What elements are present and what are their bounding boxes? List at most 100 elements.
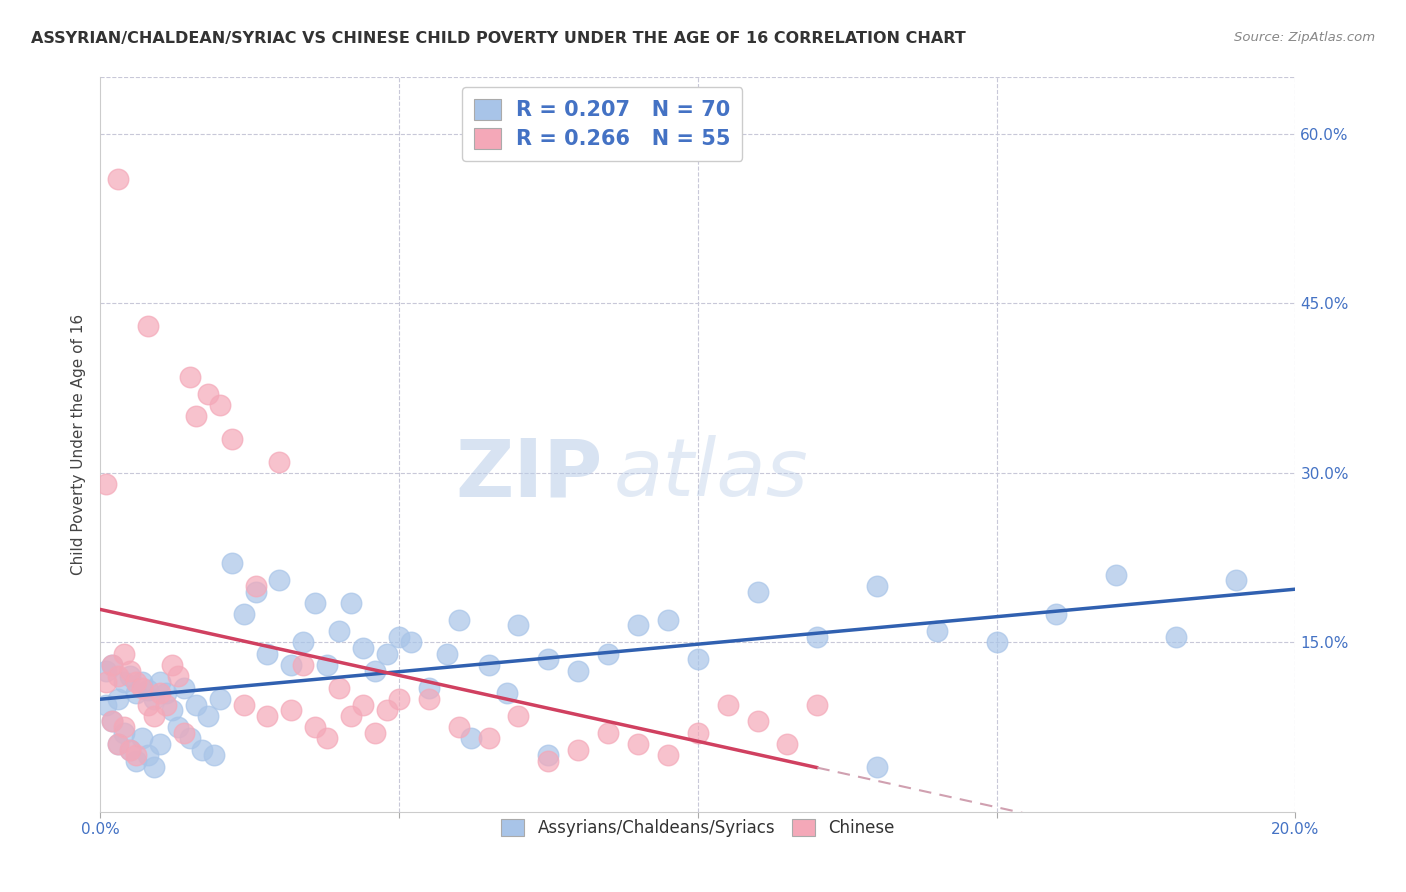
Point: [537, 652, 560, 666]
Point: [1045, 607, 1067, 622]
Point: [364, 726, 387, 740]
Point: [112, 726, 135, 740]
Point: [776, 737, 799, 751]
Text: atlas: atlas: [614, 435, 808, 513]
Point: [328, 624, 350, 639]
Point: [256, 709, 278, 723]
Point: [221, 557, 243, 571]
Point: [149, 737, 172, 751]
Point: [160, 703, 183, 717]
Point: [136, 748, 159, 763]
Point: [686, 652, 709, 666]
Point: [101, 658, 124, 673]
Point: [806, 698, 828, 712]
Point: [598, 647, 620, 661]
Point: [627, 618, 650, 632]
Point: [866, 579, 889, 593]
Point: [125, 686, 148, 700]
Point: [208, 692, 231, 706]
Point: [1164, 630, 1187, 644]
Point: [125, 675, 148, 690]
Point: [184, 409, 207, 424]
Point: [112, 720, 135, 734]
Point: [112, 647, 135, 661]
Point: [101, 714, 124, 729]
Point: [657, 613, 679, 627]
Point: [269, 454, 291, 468]
Point: [136, 698, 159, 712]
Point: [166, 669, 188, 683]
Point: [304, 596, 326, 610]
Point: [388, 692, 411, 706]
Point: [806, 630, 828, 644]
Point: [131, 681, 153, 695]
Point: [107, 172, 129, 186]
Point: [495, 686, 517, 700]
Point: [166, 720, 188, 734]
Point: [256, 647, 278, 661]
Point: [179, 369, 201, 384]
Point: [197, 709, 219, 723]
Point: [364, 664, 387, 678]
Point: [508, 709, 530, 723]
Point: [447, 720, 470, 734]
Point: [118, 669, 141, 683]
Point: [142, 760, 165, 774]
Point: [292, 635, 315, 649]
Point: [107, 669, 129, 683]
Point: [179, 731, 201, 746]
Point: [118, 743, 141, 757]
Point: [375, 647, 398, 661]
Point: [142, 692, 165, 706]
Point: [567, 743, 589, 757]
Point: [280, 658, 302, 673]
Point: [173, 726, 195, 740]
Point: [131, 731, 153, 746]
Point: [160, 658, 183, 673]
Point: [436, 647, 458, 661]
Point: [202, 748, 225, 763]
Point: [460, 731, 482, 746]
Point: [986, 635, 1008, 649]
Point: [567, 664, 589, 678]
Point: [747, 714, 769, 729]
Point: [136, 682, 159, 697]
Point: [94, 477, 117, 491]
Point: [866, 760, 889, 774]
Point: [107, 737, 129, 751]
Point: [149, 675, 172, 690]
Legend: Assyrians/Chaldeans/Syriacs, Chinese: Assyrians/Chaldeans/Syriacs, Chinese: [494, 813, 901, 844]
Point: [184, 698, 207, 712]
Point: [173, 681, 195, 695]
Point: [94, 664, 117, 678]
Point: [340, 596, 363, 610]
Text: ASSYRIAN/CHALDEAN/SYRIAC VS CHINESE CHILD POVERTY UNDER THE AGE OF 16 CORRELATIO: ASSYRIAN/CHALDEAN/SYRIAC VS CHINESE CHIL…: [31, 31, 966, 46]
Point: [112, 675, 135, 690]
Point: [221, 432, 243, 446]
Point: [107, 692, 129, 706]
Point: [375, 703, 398, 717]
Point: [197, 386, 219, 401]
Point: [717, 698, 740, 712]
Point: [399, 635, 422, 649]
Point: [686, 726, 709, 740]
Point: [388, 630, 411, 644]
Point: [418, 692, 440, 706]
Point: [190, 743, 212, 757]
Point: [598, 726, 620, 740]
Point: [418, 681, 440, 695]
Point: [155, 686, 177, 700]
Point: [232, 607, 254, 622]
Point: [94, 698, 117, 712]
Point: [232, 698, 254, 712]
Point: [478, 658, 501, 673]
Point: [316, 731, 339, 746]
Point: [627, 737, 650, 751]
Point: [478, 731, 501, 746]
Point: [1105, 567, 1128, 582]
Point: [149, 686, 172, 700]
Point: [107, 737, 129, 751]
Point: [155, 698, 177, 712]
Point: [447, 613, 470, 627]
Point: [508, 618, 530, 632]
